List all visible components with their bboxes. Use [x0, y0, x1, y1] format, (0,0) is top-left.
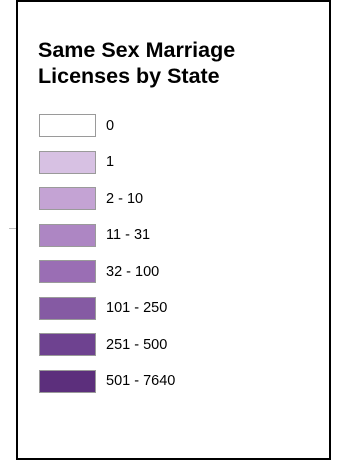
legend-item-501-7640: 501 - 7640 — [39, 369, 176, 393]
legend-item-32-100: 32 - 100 — [39, 260, 175, 283]
legend-swatch — [39, 369, 96, 393]
legend-item-101-250: 101 - 250 — [39, 296, 175, 320]
legend-label: 11 - 31 — [106, 227, 151, 243]
map-edge-mark — [9, 228, 16, 229]
legend-label: 2 - 10 — [106, 190, 144, 207]
legend-title: Same Sex Marriage Licenses by State — [38, 37, 328, 89]
legend-item-2-10: 2 - 10 — [39, 187, 175, 210]
legend-item-0: 0 — [39, 114, 175, 137]
legend-item-251-500: 251 - 500 — [39, 333, 175, 356]
legend-title-line-2: Licenses by State — [38, 64, 220, 88]
legend-label: 32 - 100 — [106, 263, 160, 280]
legend-label: 101 - 250 — [106, 300, 168, 316]
legend-label: 501 - 7640 — [106, 373, 176, 389]
legend-swatch — [39, 223, 96, 247]
legend-title-line-1: Same Sex Marriage — [38, 38, 236, 62]
legend-swatch — [39, 187, 96, 210]
legend-label: 0 — [106, 117, 115, 134]
legend-list: 0 1 2 - 10 11 - 31 32 - 100 101 - 250 25… — [39, 114, 175, 406]
legend-swatch — [39, 333, 96, 356]
legend-swatch — [39, 260, 96, 283]
legend-label: 1 — [106, 154, 115, 170]
legend-swatch — [39, 296, 96, 320]
legend-label: 251 - 500 — [106, 336, 168, 353]
legend-swatch — [39, 114, 96, 137]
legend-item-11-31: 11 - 31 — [39, 223, 175, 247]
legend-swatch — [39, 150, 96, 174]
legend-item-1: 1 — [39, 150, 175, 174]
